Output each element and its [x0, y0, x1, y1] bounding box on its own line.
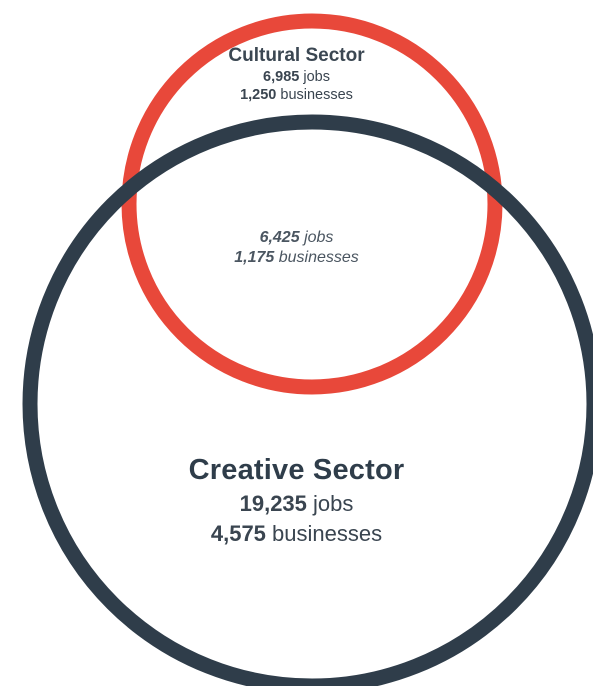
creative-sector-title: Creative Sector [188, 454, 405, 486]
cultural-jobs-value: 6,985 [263, 68, 300, 85]
overlap-label: 6,425 jobs 1,175 businesses [0, 228, 593, 268]
cultural-sector-title: Cultural Sector [228, 45, 365, 66]
cultural-jobs: 6,985 jobs [0, 68, 593, 86]
creative-jobs: 19,235 jobs [0, 490, 593, 518]
overlap-jobs-value: 6,425 [259, 229, 300, 246]
overlap-businesses: 1,175 businesses [0, 248, 593, 268]
overlap-businesses-unit: businesses [278, 249, 359, 266]
cultural-jobs-unit: jobs [303, 68, 330, 85]
creative-jobs-unit: jobs [313, 491, 354, 517]
creative-businesses-unit: businesses [272, 520, 383, 546]
creative-businesses-value: 4,575 [210, 520, 266, 546]
overlap-jobs-unit: jobs [304, 229, 334, 246]
creative-sector-circle [22, 114, 593, 686]
creative-jobs-value: 19,235 [239, 491, 307, 517]
cultural-businesses-value: 1,250 [240, 86, 277, 103]
creative-sector-label: Creative Sector 19,235 jobs 4,575 busine… [0, 452, 593, 547]
overlap-businesses-value: 1,175 [234, 249, 275, 266]
cultural-sector-label: Cultural Sector 6,985 jobs 1,250 busines… [0, 44, 593, 104]
overlap-jobs: 6,425 jobs [0, 228, 593, 248]
cultural-businesses-unit: businesses [280, 86, 353, 103]
cultural-sector-circle [121, 13, 503, 395]
creative-businesses: 4,575 businesses [0, 520, 593, 548]
cultural-businesses: 1,250 businesses [0, 86, 593, 104]
